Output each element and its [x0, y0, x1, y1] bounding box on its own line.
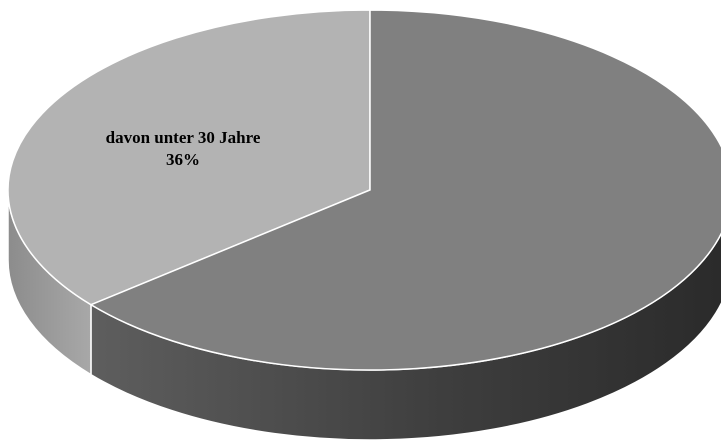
slice-label-value: 36%	[166, 150, 200, 169]
slice-top-1	[89, 9, 721, 371]
pie-labels: davon unter 30 Jahre 36%	[106, 128, 261, 169]
pie-top-faces	[7, 9, 721, 371]
slice-label-name: davon unter 30 Jahre	[106, 128, 261, 147]
slice-top-0	[7, 9, 371, 306]
